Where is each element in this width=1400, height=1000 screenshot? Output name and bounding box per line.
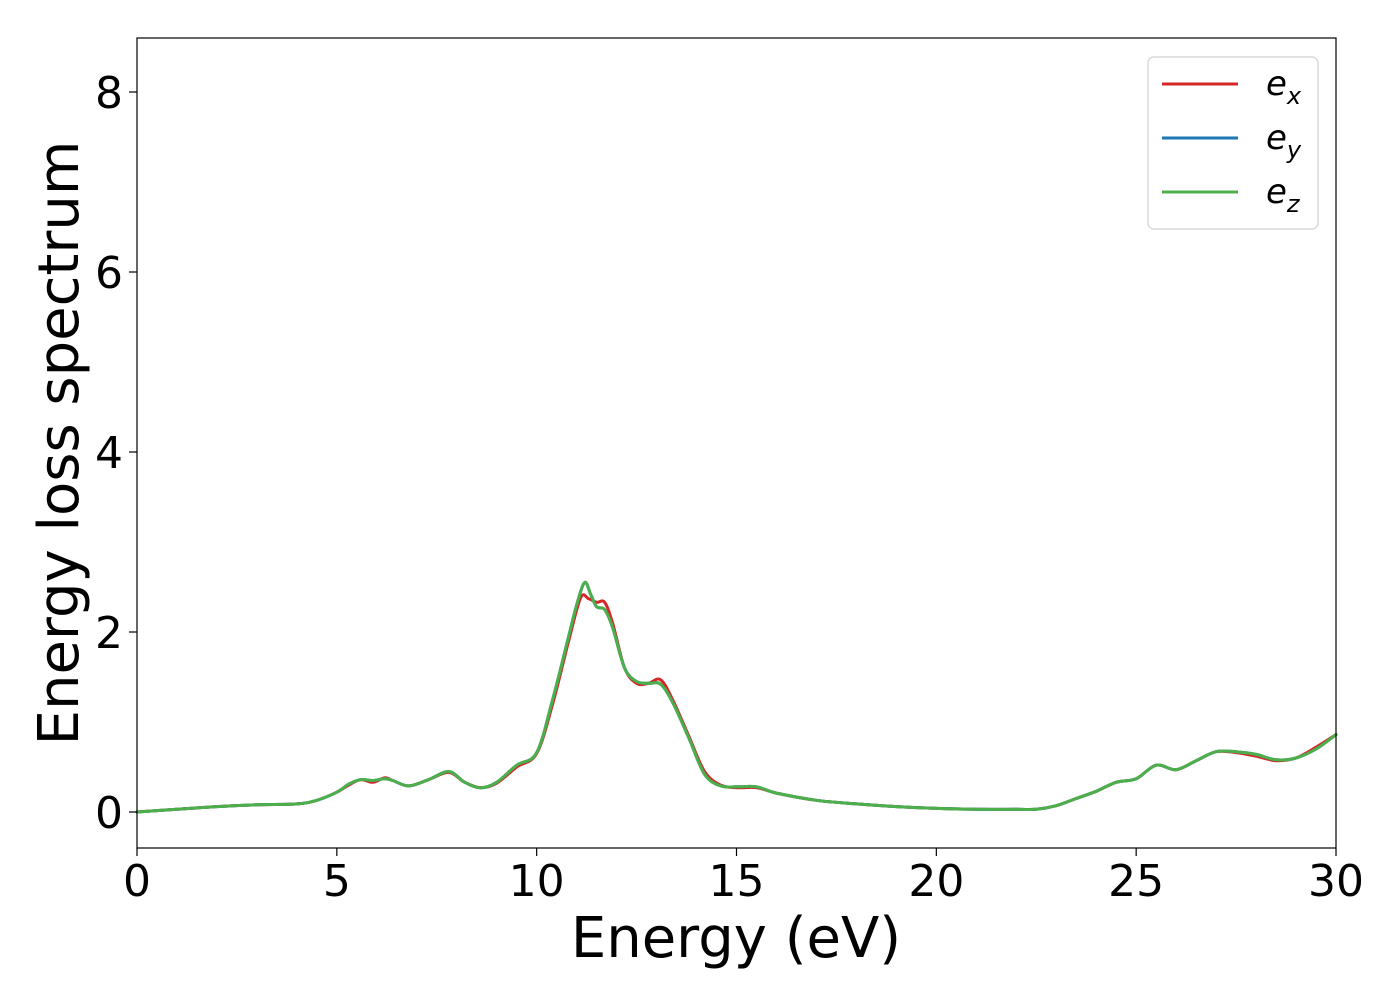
y-axis-title: Energy loss spectrum (27, 141, 92, 746)
legend-label-e-x: ex (1266, 64, 1302, 110)
x-tick-label: 30 (1308, 856, 1364, 907)
y-tick-label: 0 (95, 788, 123, 839)
x-axis-title: Energy (eV) (571, 906, 901, 971)
x-tick-label: 15 (709, 856, 765, 907)
legend-box (1147, 56, 1319, 230)
legend-label-e-z: ez (1266, 172, 1301, 218)
legend-label-e-y: ey (1266, 118, 1302, 164)
y-axis-ticks: 0 2 4 6 8 (95, 68, 137, 839)
y-tick-label: 6 (95, 248, 123, 299)
plot-background (137, 38, 1336, 848)
x-tick-label: 25 (1108, 856, 1164, 907)
x-axis-ticks: 0 5 10 15 20 25 30 (123, 848, 1364, 907)
x-tick-label: 5 (323, 856, 351, 907)
y-tick-label: 4 (95, 428, 123, 479)
series-layer (135, 580, 1338, 814)
legend: ex ey ez (1147, 56, 1319, 230)
series-line-e-z (135, 580, 1338, 814)
y-tick-label: 2 (95, 608, 123, 659)
x-tick-label: 10 (509, 856, 565, 907)
y-tick-label: 8 (95, 68, 123, 119)
x-tick-label: 20 (908, 856, 964, 907)
x-tick-label: 0 (123, 856, 151, 907)
